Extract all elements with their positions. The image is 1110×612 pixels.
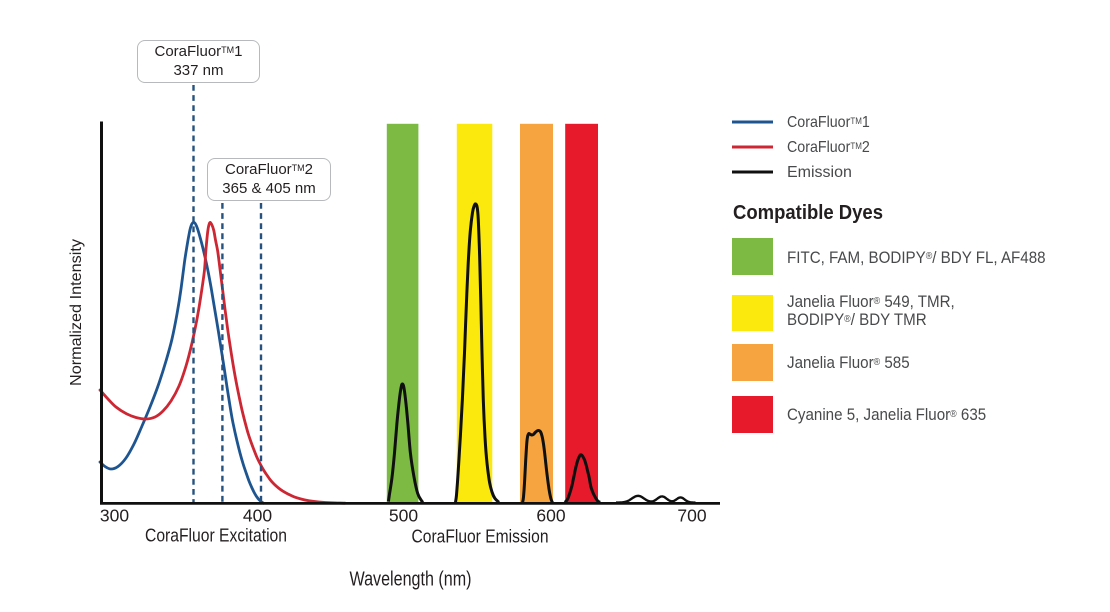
svg-text:400: 400 bbox=[243, 506, 272, 526]
svg-text:CoraFluor Excitation: CoraFluor Excitation bbox=[145, 526, 287, 546]
svg-text:CoraFluor Emission: CoraFluor Emission bbox=[412, 527, 549, 547]
svg-text:Normalized Intensity: Normalized Intensity bbox=[68, 239, 85, 386]
svg-text:600: 600 bbox=[536, 506, 565, 526]
svg-text:300: 300 bbox=[100, 506, 129, 526]
svg-text:Compatible Dyes: Compatible Dyes bbox=[733, 202, 883, 224]
svg-text:500: 500 bbox=[389, 506, 418, 526]
svg-text:Wavelength (nm): Wavelength (nm) bbox=[350, 569, 472, 591]
svg-text:700: 700 bbox=[677, 506, 706, 526]
